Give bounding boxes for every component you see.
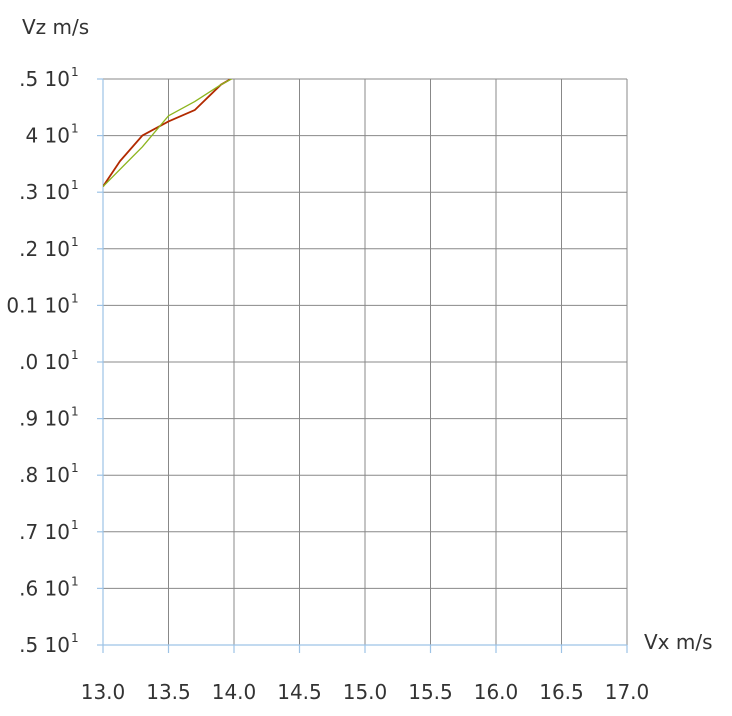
x-tick-label: 17.0 — [605, 680, 650, 704]
y-tick-label: .3 10 — [19, 180, 70, 204]
axes — [97, 78, 628, 653]
y-tick-exponent: 1 — [71, 631, 79, 645]
y-tick-exponent: 1 — [71, 122, 79, 136]
x-tick-labels: 13.0 13.5 14.0 14.5 15.0 15.5 16.0 16.5 17.0 — [81, 680, 650, 704]
series-line-2 — [103, 79, 233, 187]
y-tick-label: .9 10 — [19, 407, 70, 431]
y-tick-exponent: 1 — [71, 178, 79, 192]
y-tick-exponent: 1 — [71, 574, 79, 588]
x-axis-label: Vx m/s — [644, 630, 713, 654]
x-tick-label: 16.0 — [474, 680, 519, 704]
series-line-3 — [103, 0, 398, 22]
x-tick-label: 15.5 — [408, 680, 453, 704]
series-line-1 — [103, 79, 233, 188]
y-tick-label: .7 10 — [19, 520, 70, 544]
y-tick-exponent: 1 — [71, 518, 79, 532]
y-tick-label: .8 10 — [19, 463, 70, 487]
y-axis-label: Vz m/s — [22, 15, 89, 39]
x-tick-label: 14.5 — [277, 680, 322, 704]
y-tick-exponent: 1 — [71, 65, 79, 79]
y-tick-label: .5 10 — [19, 633, 70, 657]
y-tick-label: 0.1 10 — [6, 293, 70, 317]
y-tick-label: .2 10 — [19, 237, 70, 261]
y-tick-labels: .5 10 14 10 1.3 10 1.2 10 10.1 10 1.0 10 1.9 1… — [6, 65, 78, 657]
grid-lines — [102, 78, 628, 646]
series-line-4 — [103, 0, 555, 20]
x-tick-label: 15.0 — [343, 680, 388, 704]
y-tick-label: .5 10 — [19, 67, 70, 91]
y-tick-label: .0 10 — [19, 350, 70, 374]
series-lines — [103, 0, 555, 188]
y-tick-exponent: 1 — [71, 235, 79, 249]
x-tick-label: 13.5 — [146, 680, 191, 704]
y-tick-exponent: 1 — [71, 461, 79, 475]
x-tick-label: 14.0 — [212, 680, 257, 704]
y-tick-exponent: 1 — [71, 291, 79, 305]
y-tick-exponent: 1 — [71, 348, 79, 362]
y-tick-label: 4 10 — [25, 124, 70, 148]
y-tick-label: .6 10 — [19, 576, 70, 600]
x-tick-label: 16.5 — [539, 680, 584, 704]
y-tick-exponent: 1 — [71, 405, 79, 419]
x-tick-label: 13.0 — [81, 680, 126, 704]
